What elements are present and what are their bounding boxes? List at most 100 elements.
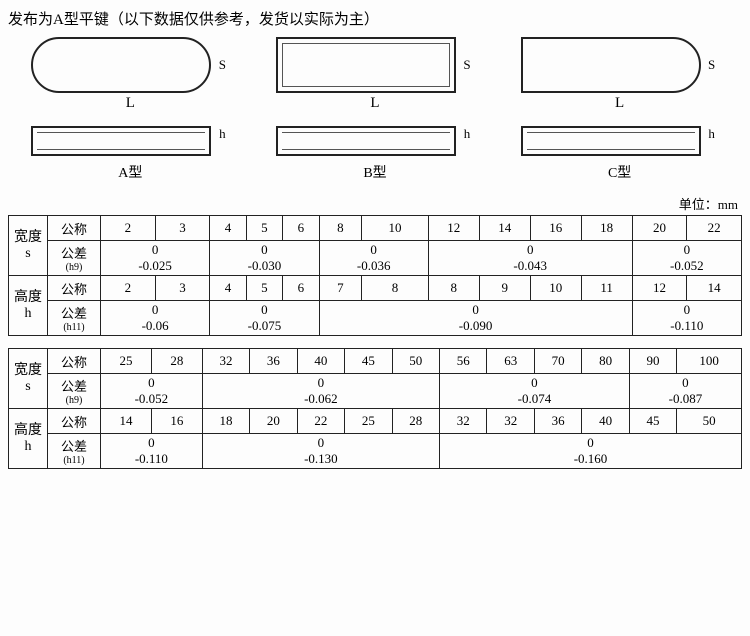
row-header-height: 高度h (9, 276, 48, 336)
cell-value: 7 (319, 276, 362, 301)
cell-value: 80 (582, 349, 629, 374)
cell-tolerance: 0-0.130 (202, 434, 439, 469)
dim-h: h (215, 126, 229, 142)
cell-value: 25 (101, 349, 152, 374)
cell-tolerance: 0-0.025 (101, 241, 210, 276)
diagram-row: S L h A型 S L h B型 S L h C型 (8, 37, 742, 182)
unit-label: 单位：mm (12, 194, 738, 213)
type-b-label: B型 (363, 162, 386, 182)
cell-tolerance: 0-0.052 (632, 241, 741, 276)
cell-tolerance: 0-0.074 (440, 374, 630, 409)
cell-tol: 公差(h9) (48, 374, 101, 409)
cell-value: 12 (428, 216, 479, 241)
cell-value: 36 (250, 349, 297, 374)
cell-value: 4 (210, 216, 246, 241)
cell-value: 8 (428, 276, 479, 301)
cell-value: 40 (297, 349, 344, 374)
cell-tolerance: 0-0.062 (202, 374, 439, 409)
row-header-width: 宽度s (9, 216, 48, 276)
shape-b-top (276, 37, 456, 93)
cell-nominal: 公称 (48, 276, 101, 301)
cell-value: 14 (479, 216, 530, 241)
cell-value: 5 (246, 276, 282, 301)
cell-nominal: 公称 (48, 216, 101, 241)
cell-value: 63 (487, 349, 534, 374)
cell-value: 4 (210, 276, 246, 301)
cell-value: 18 (202, 409, 249, 434)
cell-value: 50 (392, 349, 439, 374)
dim-s: S (460, 57, 474, 73)
cell-value: 3 (155, 216, 210, 241)
cell-nominal: 公称 (48, 409, 101, 434)
cell-tol: 公差(h11) (48, 434, 101, 469)
cell-tolerance: 0-0.075 (210, 301, 319, 336)
cell-value: 28 (392, 409, 439, 434)
cell-value: 36 (534, 409, 581, 434)
cell-value: 9 (479, 276, 530, 301)
cell-value: 32 (202, 349, 249, 374)
cell-tolerance: 0-0.030 (210, 241, 319, 276)
cell-tolerance: 0-0.036 (319, 241, 428, 276)
cell-value: 3 (155, 276, 210, 301)
cell-value: 18 (581, 216, 632, 241)
cell-value: 56 (440, 349, 487, 374)
cell-value: 20 (632, 216, 687, 241)
cell-value: 11 (581, 276, 632, 301)
type-c-label: C型 (608, 162, 631, 182)
shape-c-side (521, 126, 701, 156)
spec-table-1: 宽度s公称23456810121416182022公差(h9)0-0.0250-… (8, 215, 742, 336)
cell-value: 28 (151, 349, 202, 374)
row-header-width: 宽度s (9, 349, 48, 409)
cell-tolerance: 0-0.043 (428, 241, 632, 276)
cell-tolerance: 0-0.090 (319, 301, 632, 336)
cell-value: 2 (101, 216, 156, 241)
cell-value: 12 (632, 276, 687, 301)
type-a-label: A型 (118, 162, 142, 182)
dim-s: S (705, 57, 719, 73)
cell-tolerance: 0-0.087 (629, 374, 741, 409)
cell-value: 2 (101, 276, 156, 301)
cell-value: 25 (345, 409, 392, 434)
shape-a-side (31, 126, 211, 156)
cell-value: 22 (297, 409, 344, 434)
cell-value: 10 (530, 276, 581, 301)
cell-value: 8 (362, 276, 429, 301)
cell-value: 90 (629, 349, 676, 374)
cell-tolerance: 0-0.052 (101, 374, 203, 409)
cell-value: 10 (362, 216, 429, 241)
cell-tol: 公差(h11) (48, 301, 101, 336)
cell-value: 5 (246, 216, 282, 241)
page-title: 发布为A型平键（以下数据仅供参考，发货以实际为主） (8, 8, 742, 29)
cell-value: 32 (440, 409, 487, 434)
cell-value: 45 (629, 409, 676, 434)
cell-value: 100 (677, 349, 742, 374)
dim-l: L (126, 95, 135, 112)
diagram-b: S L h B型 (276, 37, 474, 182)
cell-value: 70 (534, 349, 581, 374)
cell-tolerance: 0-0.160 (440, 434, 742, 469)
dim-s: S (215, 57, 229, 73)
cell-tol: 公差(h9) (48, 241, 101, 276)
cell-tolerance: 0-0.110 (101, 434, 203, 469)
diagram-c: S L h C型 (521, 37, 719, 182)
diagram-a: S L h A型 (31, 37, 229, 182)
cell-value: 22 (687, 216, 742, 241)
cell-value: 6 (283, 216, 319, 241)
cell-value: 45 (345, 349, 392, 374)
cell-tolerance: 0-0.110 (632, 301, 741, 336)
cell-value: 50 (677, 409, 742, 434)
cell-value: 40 (582, 409, 629, 434)
shape-c-top (521, 37, 701, 93)
cell-value: 16 (151, 409, 202, 434)
cell-value: 14 (101, 409, 152, 434)
row-header-height: 高度h (9, 409, 48, 469)
spec-table-2: 宽度s公称252832364045505663708090100公差(h9)0-… (8, 348, 742, 469)
cell-nominal: 公称 (48, 349, 101, 374)
dim-h: h (460, 126, 474, 142)
dim-l: L (370, 95, 379, 112)
cell-tolerance: 0-0.06 (101, 301, 210, 336)
dim-l: L (615, 95, 624, 112)
cell-value: 8 (319, 216, 362, 241)
shape-a-top (31, 37, 211, 93)
cell-value: 32 (487, 409, 534, 434)
